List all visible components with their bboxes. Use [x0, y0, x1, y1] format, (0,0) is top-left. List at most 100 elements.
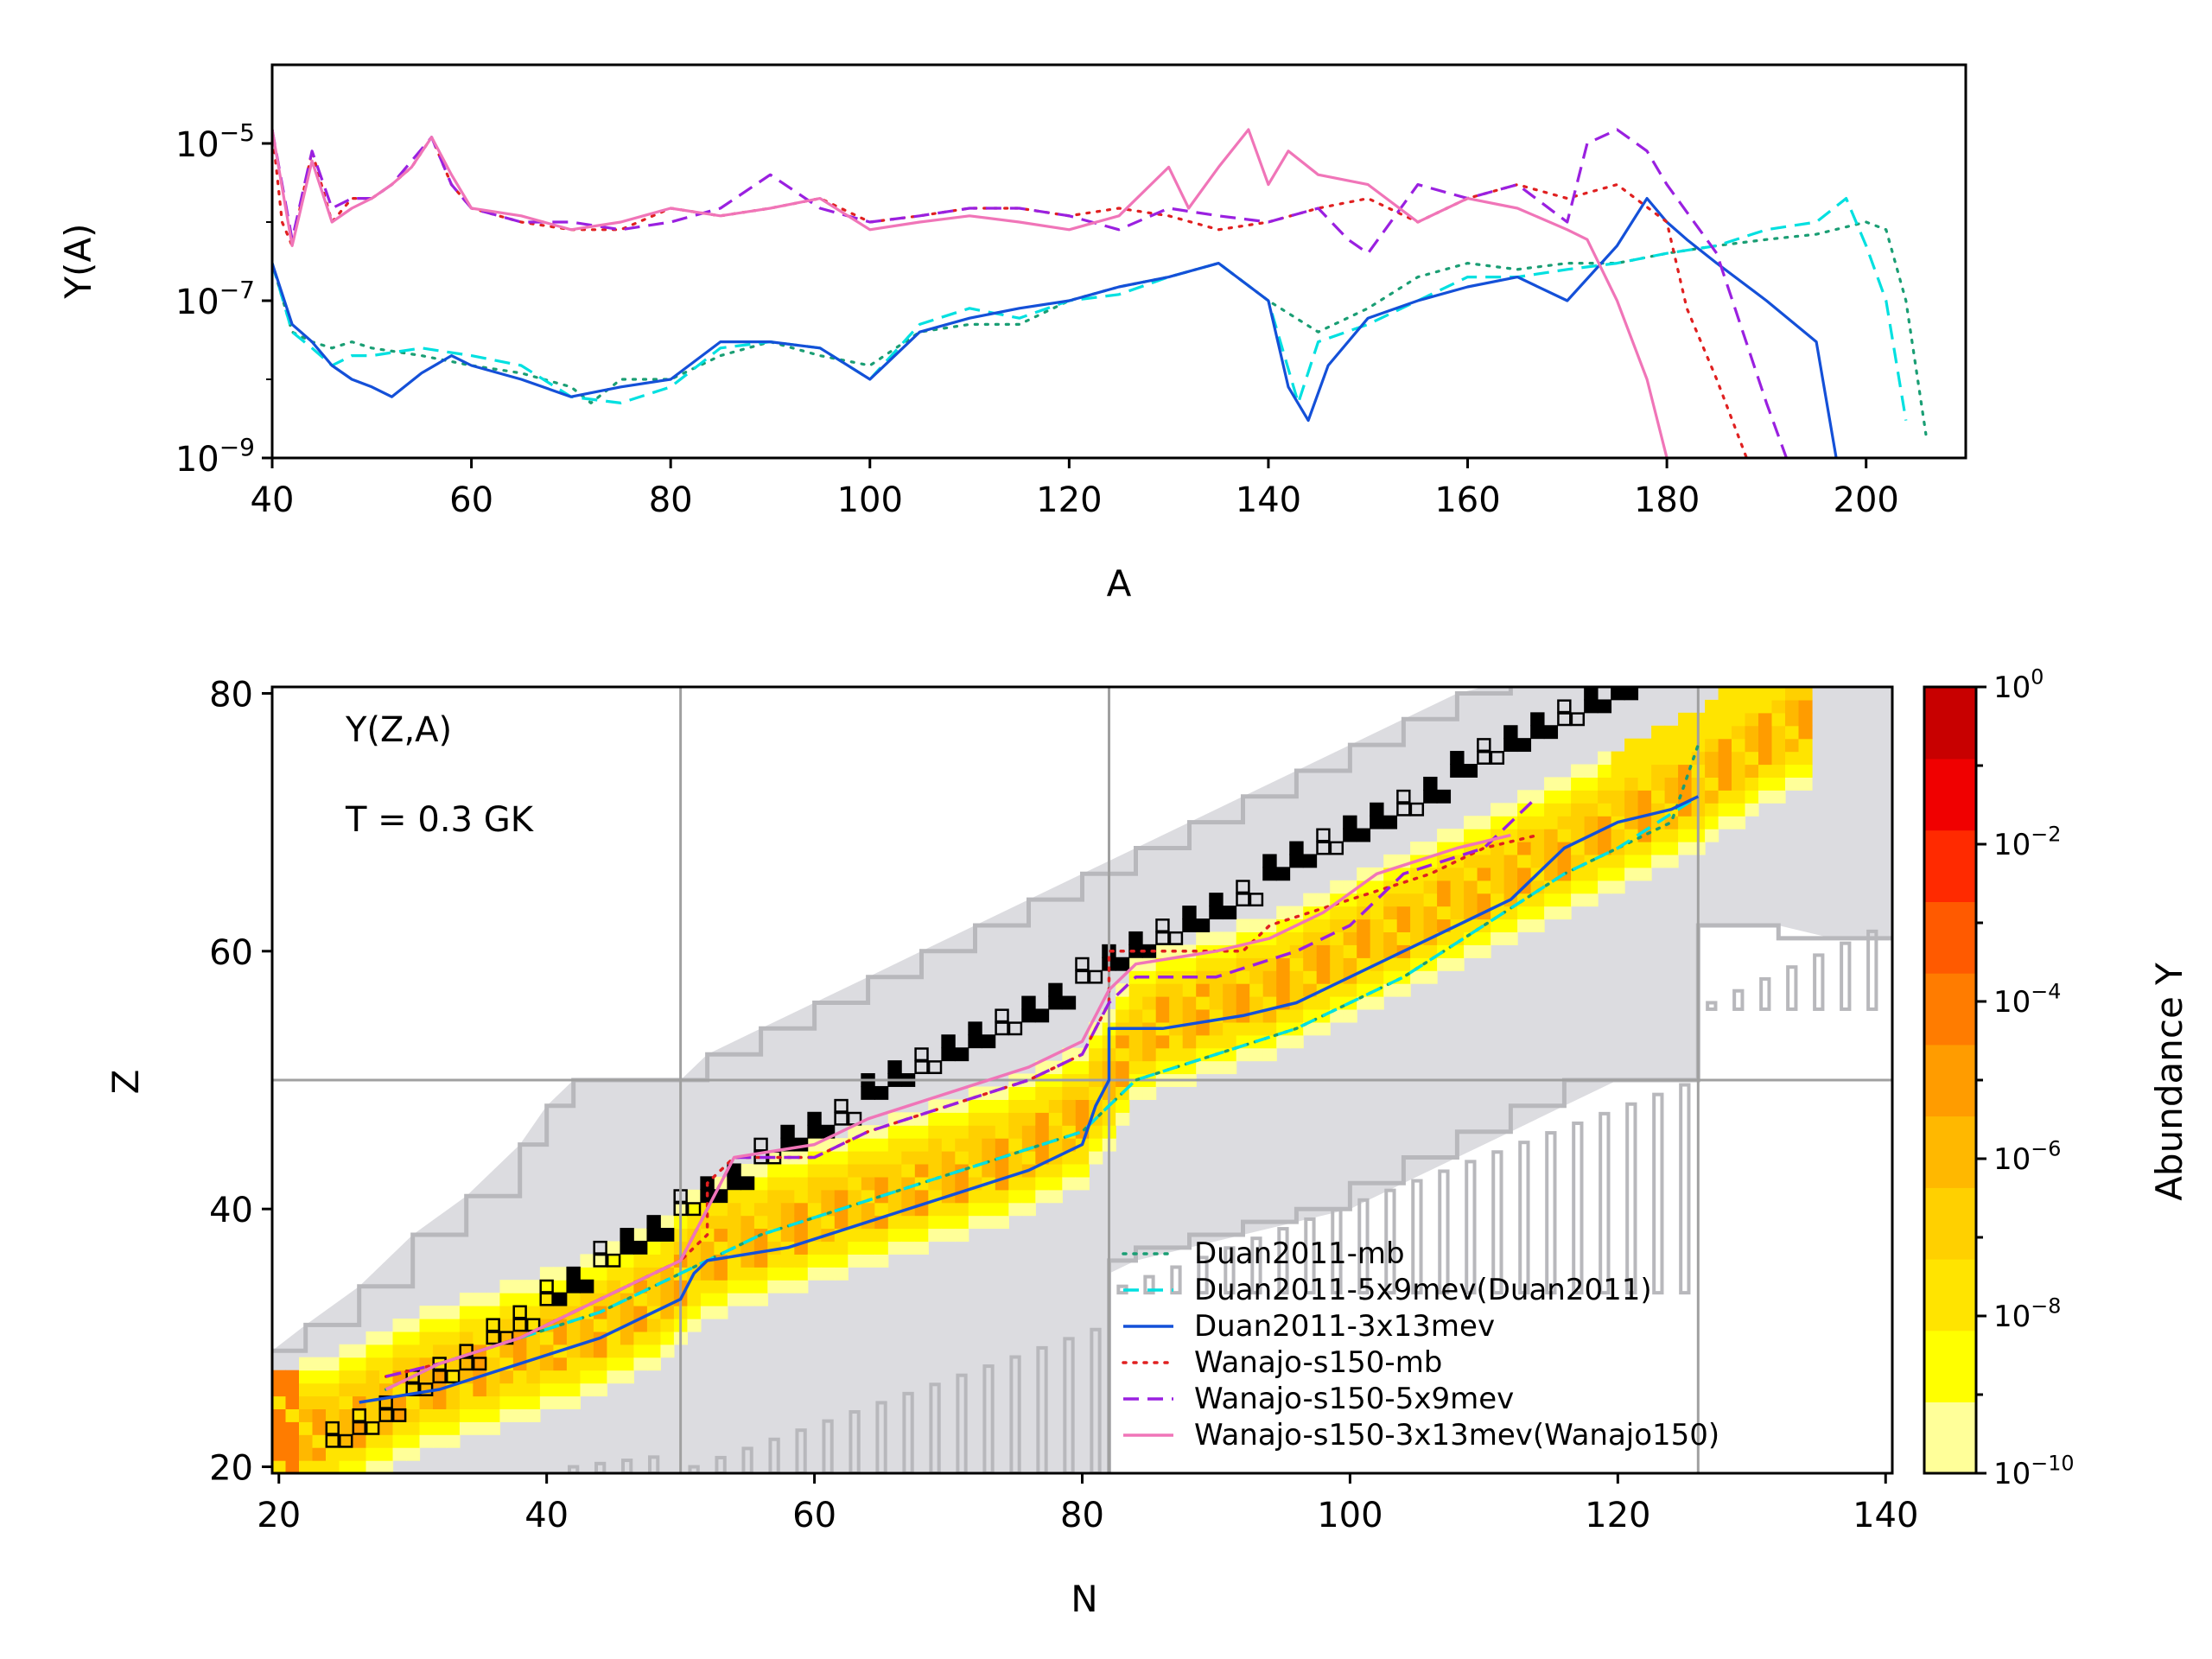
heatmap-cell: [1196, 1021, 1211, 1036]
heatmap-cell: [392, 1395, 407, 1409]
stable-isotope-marker: [1503, 725, 1518, 740]
heatmap-cell: [459, 1306, 474, 1319]
stable-isotope-marker: [378, 1395, 393, 1409]
heatmap-cell: [1276, 931, 1291, 945]
heatmap-cell: [700, 1267, 715, 1281]
heatmap-cell: [1732, 816, 1746, 830]
heatmap-cell: [1771, 777, 1786, 791]
plot-annotation-temperature: T = 0.3 GK: [345, 800, 535, 840]
heatmap-cell: [1423, 970, 1438, 984]
heatmap-cell: [433, 1370, 448, 1384]
heatmap-cell: [1289, 944, 1304, 958]
stable-isotope-marker: [727, 1176, 741, 1191]
heatmap-cell: [753, 1254, 768, 1268]
heatmap-cell: [1530, 906, 1545, 920]
heatmap-cell: [539, 1395, 554, 1409]
heatmap-cell: [1718, 777, 1732, 791]
heatmap-cell: [285, 1395, 300, 1409]
heatmap-cell: [1758, 764, 1773, 778]
heatmap-cell: [459, 1395, 474, 1409]
drip-comb-tooth: [1652, 1092, 1664, 1295]
heatmap-cell: [874, 1164, 889, 1178]
heatmap-cell: [874, 1228, 889, 1243]
heatmap-cell: [406, 1395, 421, 1409]
top-x-tick-label: 140: [1236, 480, 1301, 520]
heatmap-cell: [1530, 918, 1545, 932]
heatmap-cell: [1236, 970, 1250, 984]
heatmap-cell: [794, 1267, 809, 1281]
heatmap-cell: [687, 1306, 702, 1319]
heatmap-cell: [633, 1319, 648, 1332]
stable-isotope-marker: [807, 1124, 822, 1139]
heatmap-cell: [687, 1189, 702, 1204]
heatmap-cell: [1249, 1047, 1264, 1062]
heatmap-cell: [473, 1319, 487, 1332]
heatmap-cell: [1571, 790, 1586, 804]
heatmap-cell: [1651, 725, 1666, 740]
heatmap-cell: [1464, 816, 1478, 830]
heatmap-cell: [928, 1164, 943, 1178]
heatmap-cell: [1718, 764, 1732, 778]
heatmap-cell: [473, 1331, 487, 1345]
heatmap-cell: [1303, 931, 1318, 945]
heatmap-cell: [1357, 970, 1371, 984]
drip-comb-tooth: [594, 1461, 607, 1473]
stable-isotope-marker: [486, 1331, 500, 1345]
heatmap-cell: [982, 1189, 996, 1204]
heatmap-cell: [1396, 983, 1411, 997]
heatmap-cell: [1477, 944, 1491, 958]
heatmap-cell: [1089, 1060, 1103, 1075]
heatmap-cell: [1116, 996, 1130, 1010]
heatmap-cell: [1330, 931, 1344, 945]
top-y-tick-label: 10−5: [175, 118, 255, 165]
colorbar-segment: [1924, 1116, 1976, 1188]
heatmap-cell: [834, 1267, 849, 1281]
heatmap-cell: [901, 1138, 916, 1152]
heatmap-cell: [365, 1331, 380, 1345]
heatmap-cell: [419, 1331, 434, 1345]
heatmap-cell: [1785, 712, 1800, 727]
heatmap-cell: [553, 1357, 568, 1371]
stable-isotope-marker: [378, 1408, 393, 1422]
heatmap-cell: [633, 1344, 648, 1358]
heatmap-cell: [1383, 906, 1398, 920]
heatmap-cell: [1128, 983, 1143, 997]
heatmap-cell: [312, 1434, 327, 1448]
heatmap-cell: [753, 1189, 768, 1204]
heatmap-cell: [1196, 957, 1211, 971]
heatmap-cell: [1477, 867, 1491, 881]
top-x-tick-label: 200: [1834, 480, 1899, 520]
heatmap-cell: [1330, 918, 1344, 932]
stable-isotope-marker: [740, 1176, 755, 1191]
heatmap-cell: [982, 1138, 996, 1152]
heatmap-cell: [1249, 918, 1264, 932]
heatmap-cell: [1169, 957, 1184, 971]
stable-isotope-marker: [1343, 815, 1357, 830]
heatmap-cell: [1718, 725, 1732, 740]
heatmap-cell: [1303, 996, 1318, 1010]
heatmap-cell: [1008, 1086, 1023, 1100]
stable-isotope-marker: [1289, 854, 1304, 868]
heatmap-cell: [1330, 983, 1344, 997]
drip-comb-tooth: [1036, 1345, 1048, 1473]
heatmap-cell: [1357, 893, 1371, 907]
heatmap-cell: [1223, 931, 1237, 945]
heatmap-cell: [1718, 751, 1732, 766]
heatmap-cell: [1035, 1099, 1050, 1113]
bottom-x-ticks: 20 40 60 80 100 120 140: [257, 1473, 1918, 1535]
heatmap-cell: [566, 1331, 581, 1345]
heatmap-cell: [539, 1370, 554, 1384]
heatmap-cell: [1584, 790, 1599, 804]
heatmap-cell: [580, 1370, 594, 1384]
drip-comb-tooth: [1197, 1255, 1209, 1295]
heatmap-cell: [1785, 738, 1800, 753]
stable-isotope-marker: [339, 1433, 353, 1448]
bottom-y-tick-label: 80: [209, 675, 253, 715]
top-plot-area: [272, 65, 1966, 458]
bottom-x-tick-label: 40: [524, 1496, 569, 1535]
stable-isotope-marker: [352, 1408, 366, 1422]
heatmap-cell: [339, 1357, 353, 1371]
stable-isotope-marker: [1557, 699, 1572, 714]
heatmap-cell: [1196, 996, 1211, 1010]
heatmap-cell: [821, 1254, 836, 1268]
